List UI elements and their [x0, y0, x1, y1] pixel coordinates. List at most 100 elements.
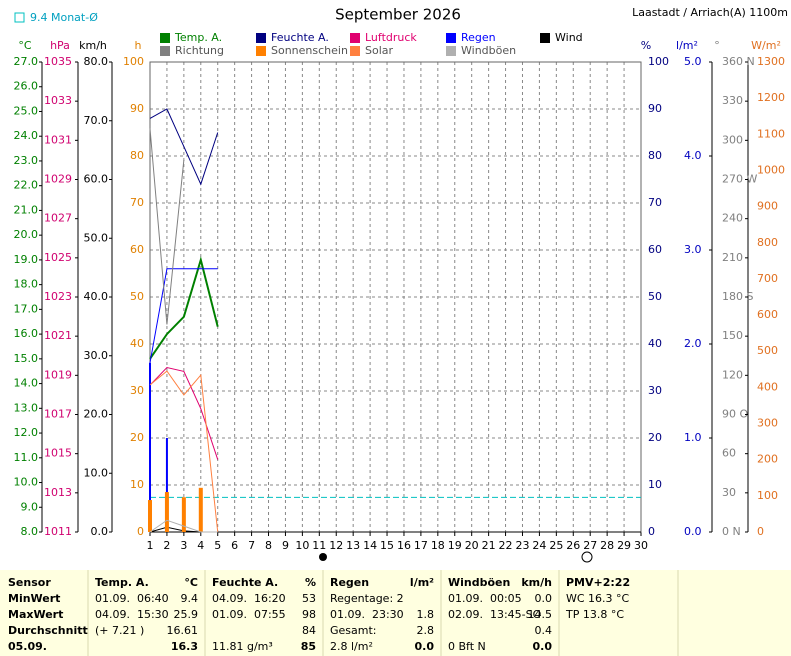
y-tick-label: 1035 [44, 55, 72, 68]
table-cell: (+ 7.21 ) [95, 624, 144, 637]
table-cell: 01.09. 07:55 [212, 608, 286, 621]
y-tick-label: 3.0 [684, 243, 702, 256]
y-tick-label: 200 [757, 453, 778, 466]
y-tick-label: 19.0 [14, 253, 39, 266]
y-tick-label: 800 [757, 236, 778, 249]
x-tick-label: 29 [617, 539, 631, 552]
table-cell: 16.61 [167, 624, 199, 637]
y-tick-label: 9.0 [21, 500, 39, 513]
x-tick-label: 5 [214, 539, 221, 552]
legend-label: Windböen [461, 44, 516, 57]
x-tick-label: 11 [312, 539, 326, 552]
table-cell: Regen [330, 576, 369, 589]
y-tick-label: 180 S [722, 290, 753, 303]
y-tick-label: 17.0 [14, 302, 39, 315]
axis-unit: W/m² [751, 39, 781, 52]
x-tick-label: 2 [163, 539, 170, 552]
y-tick-label: 70.0 [84, 114, 109, 127]
series-line [149, 370, 219, 533]
y-tick-label: 1017 [44, 408, 72, 421]
table-cell: 14.5 [528, 608, 553, 621]
x-tick-label: 14 [363, 539, 377, 552]
axis-unit: l/m² [676, 39, 698, 52]
table-cell: 01.09. 00:05 [448, 592, 522, 605]
y-tick-label: 40 [130, 337, 144, 350]
x-tick-label: 12 [329, 539, 343, 552]
legend-label: Feuchte A. [271, 31, 329, 44]
y-tick-label: 15.0 [14, 352, 39, 365]
bar [164, 492, 169, 532]
chart-title: September 2026 [335, 6, 461, 24]
table-cell: 0.4 [535, 624, 553, 637]
bar [181, 497, 186, 532]
y-tick-label: 700 [757, 272, 778, 285]
x-tick-label: 8 [265, 539, 272, 552]
table-cell: km/h [521, 576, 552, 589]
table-cell: Temp. A. [95, 576, 149, 589]
y-tick-label: 90 O [722, 408, 748, 421]
x-tick-label: 13 [346, 539, 360, 552]
x-tick-label: 30 [634, 539, 648, 552]
x-tick-label: 20 [465, 539, 479, 552]
table-cell: Durchschnitt [8, 624, 88, 637]
y-tick-label: 40 [648, 337, 662, 350]
x-tick-label: 6 [231, 539, 238, 552]
table-cell: MaxWert [8, 608, 63, 621]
table-cell: Gesamt: [330, 624, 377, 637]
table-cell: 11.81 g/m³ [212, 640, 273, 653]
y-tick-label: 90 [130, 102, 144, 115]
legend-swatch [540, 33, 550, 43]
legend-swatch [256, 46, 266, 56]
legend-swatch [350, 46, 360, 56]
table-cell: 04.09. 15:30 [95, 608, 169, 621]
table-cell: 0 Bft N [448, 640, 486, 653]
x-tick-label: 18 [431, 539, 445, 552]
series-line [149, 108, 219, 186]
y-tick-label: 1.0 [684, 431, 702, 444]
y-tick-label: 70 [130, 196, 144, 209]
y-tick-label: 10.0 [14, 476, 39, 489]
y-tick-label: 10.0 [84, 466, 109, 479]
y-tick-label: 100 [123, 55, 144, 68]
y-tick-label: 0.0 [91, 525, 109, 538]
y-tick-label: 120 [722, 368, 743, 381]
y-tick-label: 22.0 [14, 179, 39, 192]
table-cell: Regentage: 2 [330, 592, 404, 605]
legend-label: Wind [555, 31, 583, 44]
y-tick-label: 80 [130, 149, 144, 162]
moon-new [319, 553, 327, 561]
x-tick-label: 15 [380, 539, 394, 552]
table-cell: MinWert [8, 592, 60, 605]
y-tick-label: 4.0 [684, 149, 702, 162]
bar [198, 487, 203, 532]
table-cell: WC 16.3 °C [566, 592, 630, 605]
y-tick-label: 60 [648, 243, 662, 256]
x-tick-label: 4 [197, 539, 204, 552]
x-tick-label: 3 [180, 539, 187, 552]
moon-full [581, 551, 593, 563]
y-tick-label: 50.0 [84, 231, 109, 244]
series-line [149, 519, 218, 533]
legend-label: Solar [365, 44, 394, 57]
y-tick-label: 20.0 [14, 228, 39, 241]
y-tick-label: 330 [722, 94, 743, 107]
table-cell: 01.09. 06:40 [95, 592, 169, 605]
y-tick-label: 25.0 [14, 104, 39, 117]
table-cell: 0.0 [415, 640, 435, 653]
x-tick-label: 1 [147, 539, 154, 552]
table-cell: °C [184, 576, 198, 589]
y-tick-label: 1021 [44, 329, 72, 342]
legend-swatch [446, 46, 456, 56]
y-tick-label: 10 [130, 478, 144, 491]
y-tick-label: 270 W [722, 173, 757, 186]
axis-unit: % [641, 39, 651, 52]
table-cell: Feuchte A. [212, 576, 278, 589]
y-tick-label: 80 [648, 149, 662, 162]
y-tick-label: 240 [722, 212, 743, 225]
series-line [149, 268, 218, 363]
y-tick-label: 1031 [44, 133, 72, 146]
y-tick-label: 1000 [757, 163, 785, 176]
table-cell: 05.09. [8, 640, 47, 653]
